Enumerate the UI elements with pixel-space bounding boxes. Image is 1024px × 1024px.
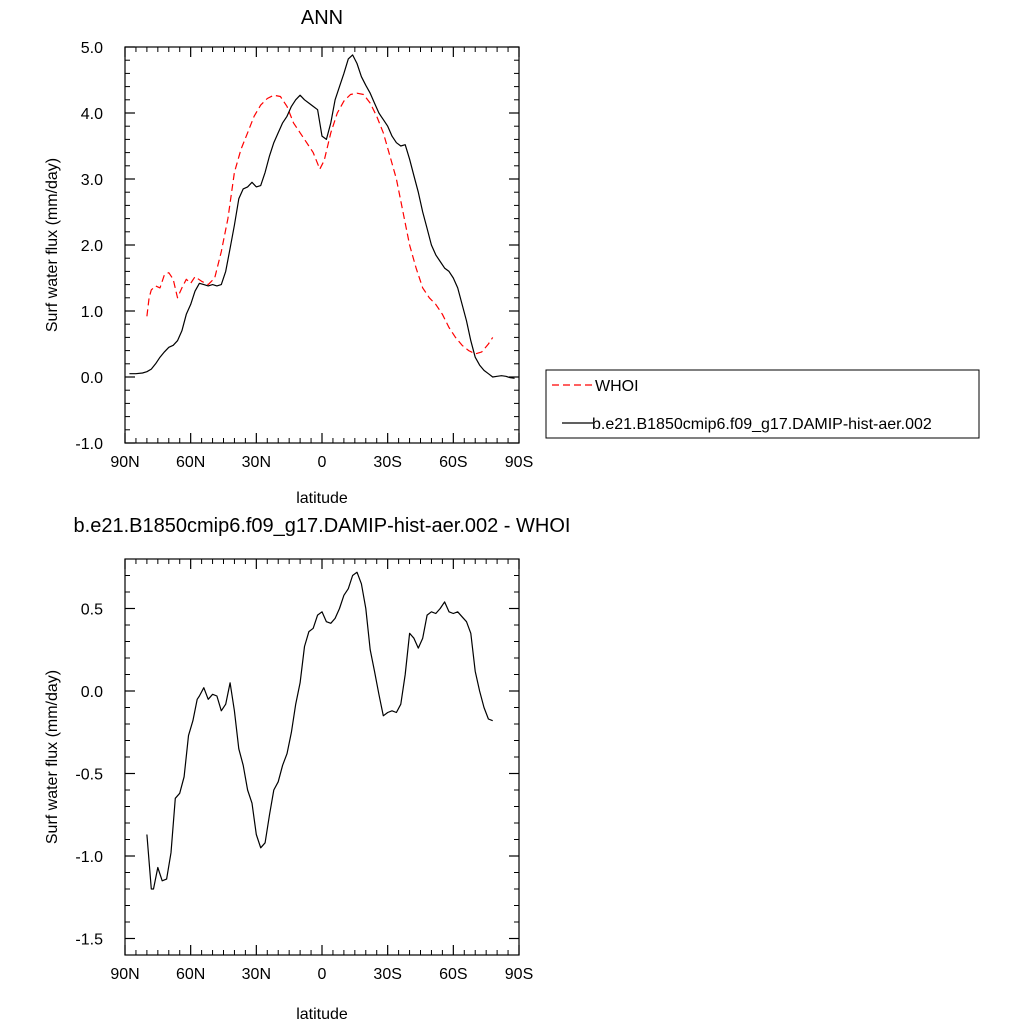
top-x-tick-label: 30S: [373, 454, 401, 471]
legend-model-label: b.e21.B1850cmip6.f09_g17.DAMIP-hist-aer.…: [592, 416, 932, 433]
top-chart: 90N 60N 30N 0 30S 60S 90S -1.0 0.0 1.0 2.0 3.0 4.0 5.…: [75, 40, 533, 471]
top-y-tick-label: 1.0: [81, 304, 103, 321]
top-x-tick-label: 30N: [242, 454, 271, 471]
top-chart-xlabel: latitude: [296, 490, 348, 507]
top-plot-frame: [124, 46, 520, 444]
legend: WHOI b.e21.B1850cmip6.f09_g17.DAMIP-hist…: [545, 369, 980, 439]
top-x-tick-label: 60N: [176, 454, 205, 471]
bottom-x-tick-label: 90S: [505, 966, 533, 983]
legend-box: [545, 369, 980, 439]
bottom-chart-ylabel: Surf water flux (mm/day): [44, 670, 61, 844]
bottom-x-tick-label: 30N: [242, 966, 271, 983]
bottom-x-tick-label: 60S: [439, 966, 467, 983]
top-x-tick-label: 90N: [110, 454, 139, 471]
bottom-x-tick-label: 30S: [373, 966, 401, 983]
top-series-whoi-line: [146, 92, 494, 355]
bottom-y-tick-label: -0.5: [75, 767, 103, 784]
top-x-tick-label: 90S: [505, 454, 533, 471]
bottom-plot-frame: [124, 558, 520, 956]
bottom-x-tick-label: 90N: [110, 966, 139, 983]
bottom-y-tick-label: -1.5: [75, 932, 103, 949]
top-y-tick-label: 0.0: [81, 370, 103, 387]
top-y-tick-label: 4.0: [81, 106, 103, 123]
top-series-model-line: [129, 54, 515, 379]
top-x-tick-label: 60S: [439, 454, 467, 471]
bottom-x-tick-label: 60N: [176, 966, 205, 983]
top-x-tick-label: 0: [318, 454, 327, 471]
bottom-x-tick-label: 0: [318, 966, 327, 983]
legend-whoi-label: WHOI: [595, 378, 639, 395]
bottom-chart-title: b.e21.B1850cmip6.f09_g17.DAMIP-hist-aer.…: [74, 515, 571, 537]
bottom-series-model-line: [146, 571, 493, 890]
top-y-tick-label: 2.0: [81, 238, 103, 255]
bottom-y-tick-label: 0.5: [81, 602, 103, 619]
top-chart-ylabel: Surf water flux (mm/day): [44, 158, 61, 332]
bottom-chart: 90N 60N 30N 0 30S 60S 90S -1.5 -1.0 -0.5 0.0 0.5: [75, 558, 533, 983]
bottom-y-tick-label: -1.0: [75, 849, 103, 866]
top-chart-title: ANN: [301, 7, 343, 29]
top-y-tick-label: 3.0: [81, 172, 103, 189]
top-y-tick-label: 5.0: [81, 40, 103, 57]
bottom-chart-xlabel: latitude: [296, 1006, 348, 1023]
top-y-tick-label: -1.0: [75, 436, 103, 453]
bottom-y-tick-label: 0.0: [81, 684, 103, 701]
